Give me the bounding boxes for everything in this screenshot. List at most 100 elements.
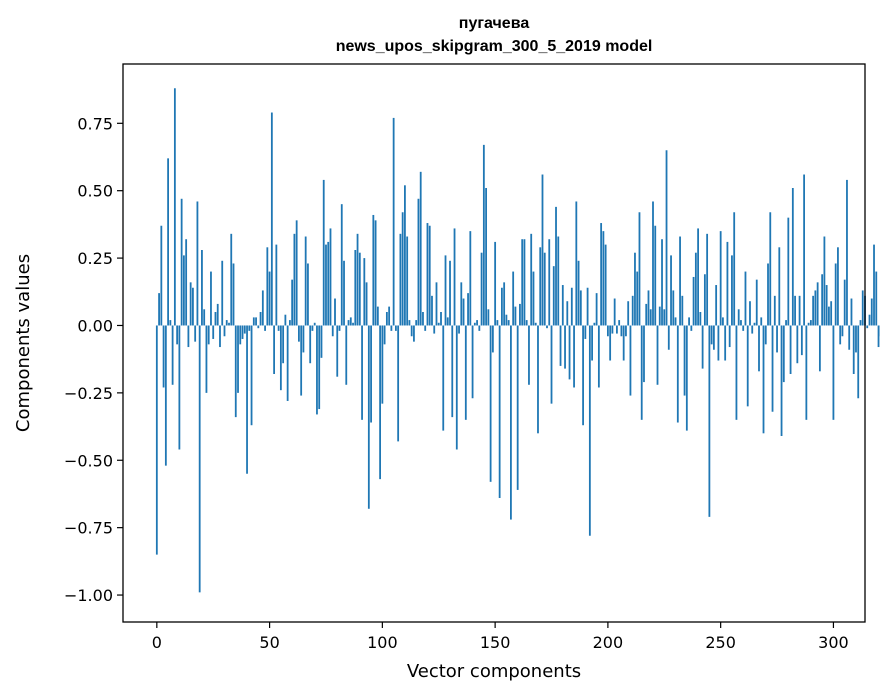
bar-295	[821, 274, 824, 326]
bar-123	[433, 325, 436, 334]
bar-190	[584, 325, 587, 339]
bar-163	[523, 239, 526, 326]
bar-26	[214, 312, 217, 326]
y-tick-label: −0.25	[64, 384, 113, 403]
x-tick-label: 50	[259, 633, 279, 652]
bar-7	[171, 325, 174, 385]
bar-290	[809, 320, 812, 326]
bar-143	[478, 325, 481, 331]
bar-228	[670, 255, 672, 326]
bar-59	[288, 320, 291, 326]
bar-31	[225, 320, 228, 326]
bar-173	[546, 325, 548, 329]
bar-189	[582, 325, 584, 426]
bar-169	[537, 325, 539, 434]
bar-135	[460, 282, 463, 326]
bar-94	[367, 325, 370, 509]
bar-11	[180, 198, 183, 326]
bar-308	[850, 298, 853, 326]
bar-265	[753, 322, 756, 326]
bar-106	[394, 325, 397, 331]
bar-248	[715, 285, 718, 326]
bar-298	[828, 306, 830, 326]
bar-28	[219, 325, 221, 348]
bar-139	[469, 231, 472, 326]
bar-256	[733, 212, 736, 326]
bar-217	[645, 303, 648, 326]
bar-171	[541, 174, 544, 326]
bar-125	[437, 322, 440, 326]
bar-264	[751, 325, 754, 334]
bar-269	[762, 325, 765, 434]
bar-158	[512, 271, 515, 326]
bar-27	[216, 303, 219, 326]
bar-255	[731, 255, 733, 326]
bar-226	[665, 150, 668, 326]
bar-316	[868, 314, 871, 326]
bar-276	[778, 247, 781, 326]
bar-260	[742, 325, 745, 331]
x-tick-label: 250	[705, 633, 736, 652]
bar-141	[473, 322, 476, 326]
bar-49	[266, 247, 269, 326]
bar-293	[816, 282, 819, 326]
bar-100	[381, 325, 384, 404]
x-tick-label: 100	[367, 633, 398, 652]
bar-70	[313, 322, 316, 326]
bar-154	[503, 282, 506, 326]
bar-306	[846, 179, 848, 326]
bar-216	[643, 325, 645, 383]
bar-104	[390, 325, 393, 331]
bar-46	[259, 312, 262, 326]
bar-88	[354, 250, 357, 326]
bar-215	[640, 325, 643, 420]
bar-122	[431, 295, 433, 326]
bar-97	[374, 220, 377, 326]
bar-200	[606, 325, 609, 337]
bar-231	[676, 325, 679, 423]
bar-138	[467, 293, 469, 326]
bar-292	[814, 290, 817, 326]
bar-43	[252, 317, 255, 326]
bar-303	[839, 325, 842, 345]
bar-218	[647, 290, 650, 326]
bar-22	[205, 325, 208, 393]
bar-223	[658, 306, 661, 326]
bar-167	[532, 271, 535, 326]
bar-0	[155, 325, 158, 555]
bar-149	[491, 325, 494, 353]
bar-246	[710, 325, 713, 345]
bar-270	[764, 325, 767, 345]
bar-147	[487, 309, 490, 326]
bar-263	[749, 301, 751, 326]
bar-238	[692, 276, 695, 326]
bar-108	[399, 233, 402, 326]
bar-281	[789, 325, 792, 374]
bar-48	[264, 325, 266, 331]
y-tick-label: 0.00	[77, 316, 113, 335]
y-axis-label: Components values	[13, 254, 34, 432]
bar-287	[803, 174, 805, 326]
bar-286	[800, 325, 803, 356]
bar-72	[318, 325, 321, 410]
bar-309	[852, 325, 855, 374]
bar-32	[228, 322, 230, 326]
bar-188	[579, 290, 582, 326]
bar-317	[870, 298, 873, 326]
bar-134	[458, 325, 460, 334]
bar-319	[875, 271, 878, 326]
bar-229	[672, 290, 675, 326]
bar-180	[561, 285, 564, 326]
bar-151	[496, 320, 499, 326]
bar-178	[557, 236, 560, 326]
bar-227	[667, 325, 670, 350]
chart-title-line-1: пугачева	[459, 15, 530, 32]
bar-302	[837, 247, 839, 326]
bar-121	[428, 225, 431, 326]
bar-83	[343, 260, 345, 326]
bar-39	[243, 325, 246, 334]
bar-282	[791, 188, 794, 326]
bar-205	[618, 320, 621, 326]
bar-51	[270, 112, 273, 326]
bar-194	[593, 322, 596, 326]
